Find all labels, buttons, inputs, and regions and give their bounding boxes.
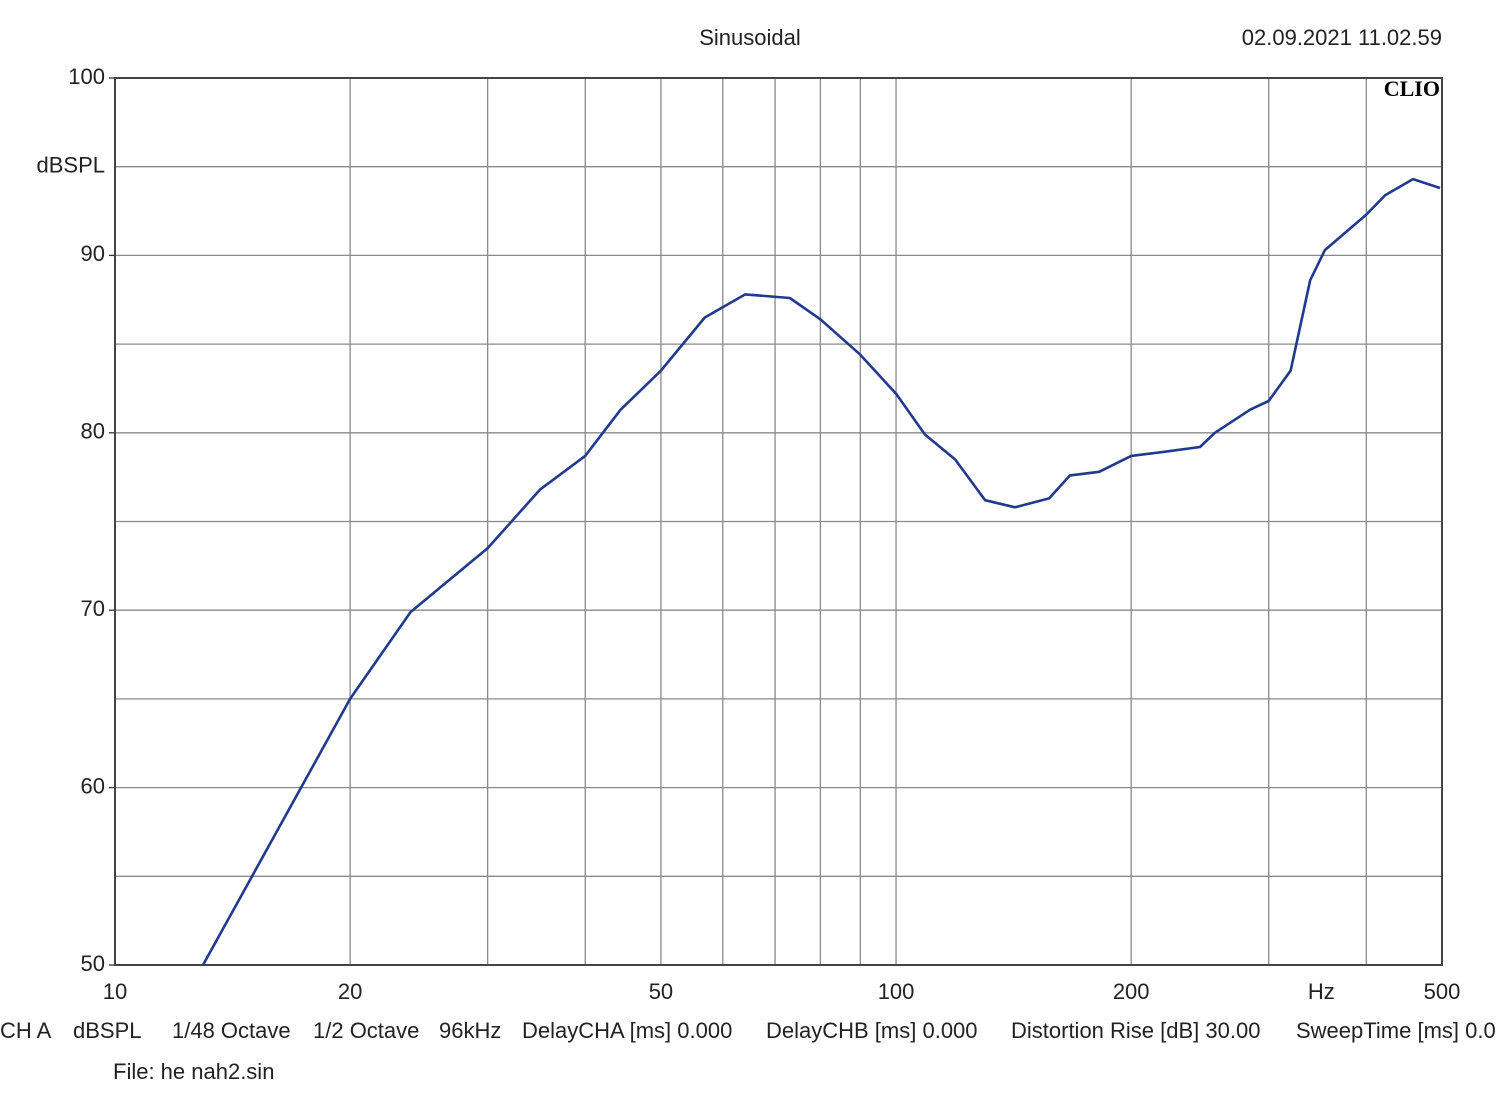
y-tick-label: 90 [81, 241, 105, 266]
y-tick-label: 100 [68, 64, 105, 89]
x-tick-label: 500 [1424, 979, 1461, 1004]
timestamp: 02.09.2021 11.02.59 [1242, 25, 1442, 50]
x-tick-label: 50 [649, 979, 673, 1004]
x-tick-label: 20 [338, 979, 362, 1004]
info-item: 1/48 Octave [172, 1018, 291, 1043]
info-item: CH A [0, 1018, 52, 1043]
info-item: 1/2 Octave [313, 1018, 419, 1043]
y-tick-label: 80 [81, 419, 105, 444]
y-tick-label: 60 [81, 773, 105, 798]
info-item: 96kHz [439, 1018, 501, 1043]
x-tick-label: 10 [103, 979, 127, 1004]
y-tick-label: 70 [81, 596, 105, 621]
plot-frame [114, 77, 1443, 966]
x-tick-label: 100 [878, 979, 915, 1004]
info-item: DelayCHA [ms] 0.000 [522, 1018, 732, 1043]
chart-title: Sinusoidal [699, 25, 801, 50]
y-axis-label: dBSPL [37, 153, 106, 178]
file-name: File: he nah2.sin [113, 1059, 274, 1084]
response-curve [201, 177, 1441, 966]
info-item: DelayCHB [ms] 0.000 [766, 1018, 978, 1043]
info-item: Distortion Rise [dB] 30.00 [1011, 1018, 1260, 1043]
x-axis-label: Hz [1308, 979, 1335, 1004]
info-item: SweepTime [ms] 0.0 [1296, 1018, 1496, 1043]
info-item: dBSPL [73, 1018, 142, 1043]
y-tick-label: 50 [81, 951, 105, 976]
brand: CLIO [1384, 76, 1440, 101]
x-tick-label: 200 [1113, 979, 1150, 1004]
